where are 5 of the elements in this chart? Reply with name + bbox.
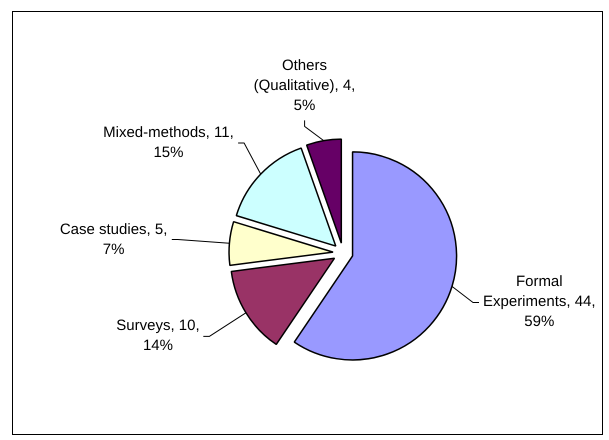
slice-label: Mixed-methods, 11, 15% (103, 122, 234, 163)
slice-label: Case studies, 5, 7% (60, 220, 168, 260)
slice-label: Surveys, 10, 14% (116, 316, 200, 356)
slice-label: Others (Qualitative), 4, 5% (254, 56, 356, 116)
slice-label: Formal Experiments, 44, 59% (483, 272, 596, 332)
